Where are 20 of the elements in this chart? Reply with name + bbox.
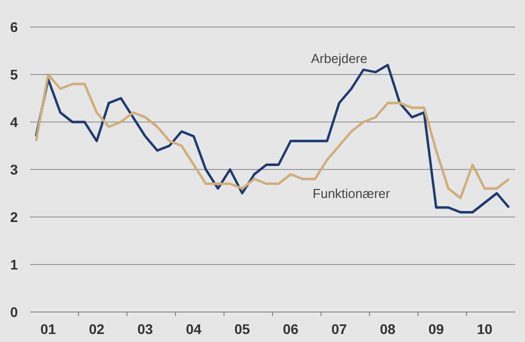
y-tick-label: 1 <box>10 256 18 272</box>
x-tick-label: 03 <box>137 321 154 337</box>
y-tick-label: 0 <box>10 304 18 320</box>
x-tick-label: 01 <box>40 321 56 337</box>
series-label: Funktionærer <box>312 186 391 201</box>
y-tick-label: 5 <box>10 66 18 82</box>
series-label: Arbejdere <box>311 51 368 66</box>
x-tick-label: 10 <box>476 321 493 337</box>
x-tick-label: 02 <box>88 321 105 337</box>
y-tick-label: 2 <box>10 209 18 225</box>
line-series <box>34 73 510 200</box>
y-tick-label: 6 <box>10 19 18 35</box>
x-tick-label: 05 <box>234 321 250 337</box>
y-tick-label: 4 <box>10 114 18 130</box>
x-tick-label: 08 <box>380 321 396 337</box>
y-tick-label: 3 <box>10 162 18 178</box>
x-tick-label: 06 <box>282 321 299 337</box>
x-tick-label: 09 <box>428 321 444 337</box>
x-tick-label: 07 <box>331 321 348 337</box>
x-tick-label: 04 <box>186 321 202 337</box>
